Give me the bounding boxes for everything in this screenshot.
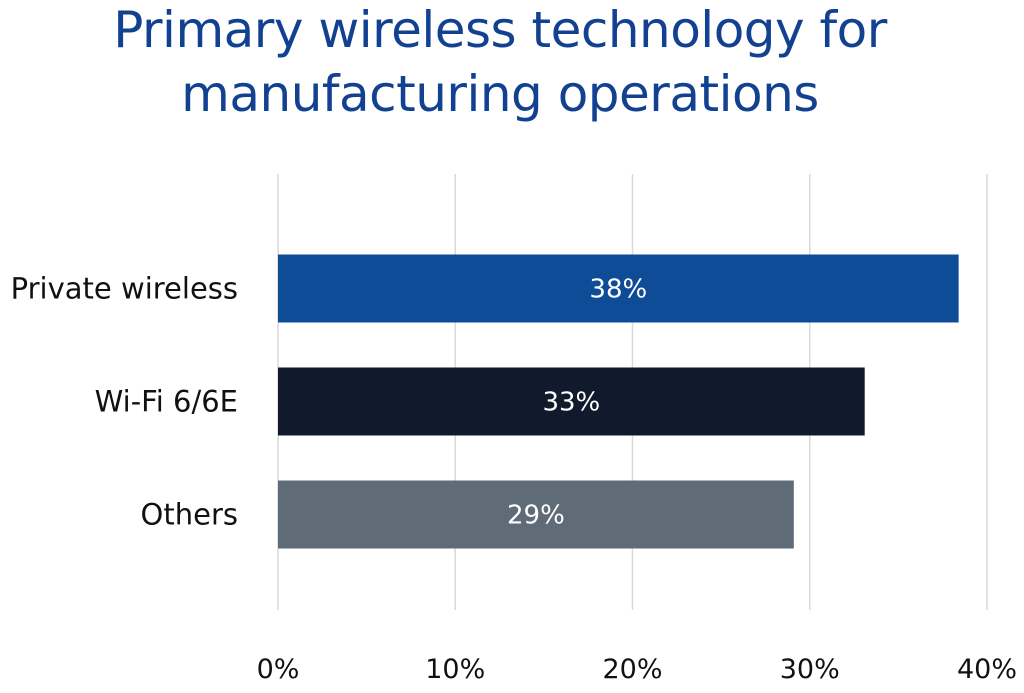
x-tick-label: 0% (257, 654, 300, 685)
chart-title-line-1: Primary wireless technology for (113, 1, 887, 59)
bar (278, 254, 959, 323)
bar-value-label: 38% (589, 275, 647, 305)
chart-title-line-2: manufacturing operations (181, 65, 819, 123)
category-label: Wi-Fi 6/6E (95, 385, 238, 419)
category-labels: Private wireless Wi-Fi 6/6E Others (11, 272, 238, 532)
bars (278, 254, 959, 549)
category-label: Private wireless (11, 272, 238, 306)
x-tick-label: 10% (425, 654, 485, 685)
chart-title: Primary wireless technology for manufact… (0, 0, 1000, 126)
bar (278, 480, 794, 549)
bar (278, 367, 865, 436)
bar-value-label: 33% (542, 388, 600, 418)
x-tick-label: 40% (957, 654, 1017, 685)
x-axis-tick-labels: 0% 10% 20% 30% 40% (257, 654, 1017, 685)
bar-value-labels: 38% 33% 29% (507, 275, 647, 531)
category-label: Others (141, 498, 238, 532)
x-tick-label: 30% (780, 654, 840, 685)
bar-value-label: 29% (507, 501, 565, 531)
x-tick-label: 20% (602, 654, 662, 685)
